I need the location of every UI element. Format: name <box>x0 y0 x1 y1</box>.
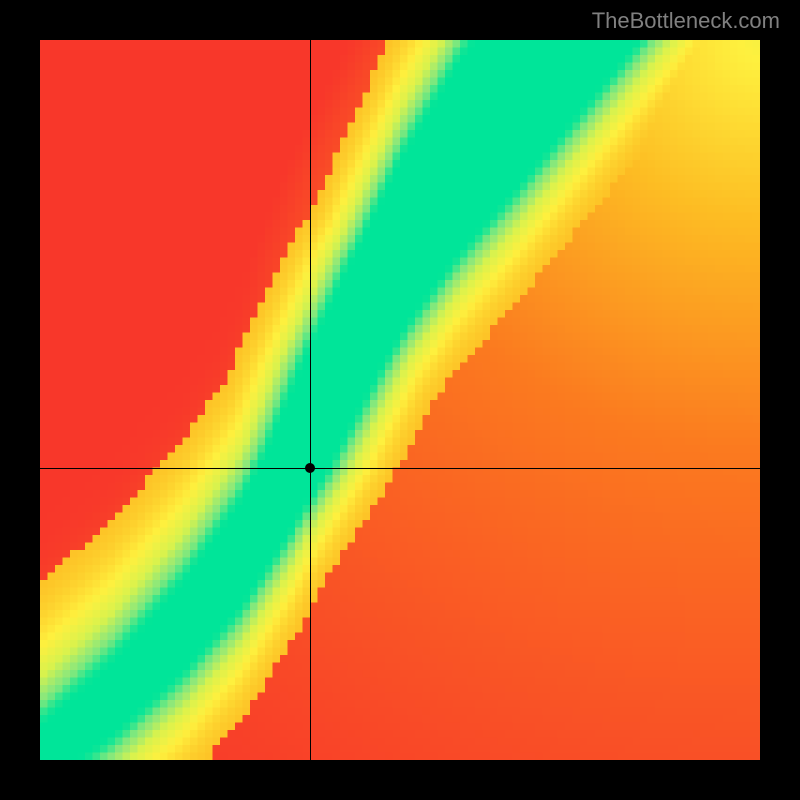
heatmap-chart <box>40 40 760 760</box>
heatmap-canvas <box>40 40 760 760</box>
crosshair-horizontal <box>40 468 760 469</box>
watermark-text: TheBottleneck.com <box>592 8 780 34</box>
crosshair-vertical <box>310 40 311 760</box>
selected-point-marker <box>305 463 315 473</box>
